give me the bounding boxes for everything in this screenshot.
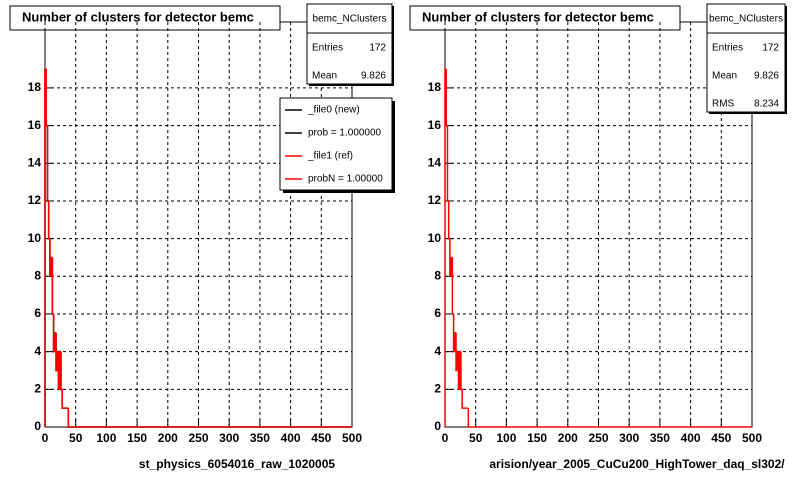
y-tick-label: 14 (428, 155, 442, 169)
stats-title: bemc_NClusters (313, 14, 387, 25)
stats-label: Mean (712, 71, 737, 82)
y-tick-label: 16 (28, 118, 42, 132)
y-tick-label: 6 (434, 306, 441, 320)
y-tick-label: 0 (434, 419, 441, 433)
y-tick-label: 14 (28, 155, 42, 169)
panel: Number of clusters for detector bemc 0 50 1… (409, 3, 787, 471)
x-tick-label: 450 (711, 431, 731, 445)
histogram-bin (58, 350, 61, 390)
y-tick-label: 8 (34, 268, 41, 282)
x-tick-label: 350 (650, 431, 670, 445)
histogram-bin (458, 350, 461, 390)
histogram-bin (467, 408, 470, 428)
histogram-bin (44, 68, 47, 427)
x-axis-footer: arision/year_2005_CuCu200_HighTower_daq_… (489, 457, 785, 471)
legend-box (279, 97, 393, 191)
stats-label: Entries (712, 43, 743, 54)
y-tick-label: 4 (434, 344, 441, 358)
y-tick-label: 0 (34, 419, 41, 433)
x-tick-label: 500 (342, 431, 362, 445)
stats-box (706, 3, 786, 113)
x-tick-label: 350 (250, 431, 270, 445)
x-tick-label: 250 (588, 431, 608, 445)
y-tick-label: 12 (28, 193, 42, 207)
histogram-bin (446, 125, 449, 202)
y-tick-label: 16 (428, 118, 442, 132)
x-tick-label: 100 (496, 431, 516, 445)
x-tick-label: 0 (442, 431, 449, 445)
y-tick-label: 4 (34, 344, 41, 358)
y-tick-label: 18 (28, 80, 42, 94)
stats-label: RMS (712, 99, 735, 110)
histogram-bin (46, 125, 49, 202)
histogram-bin (61, 389, 64, 409)
chart-title: Number of clusters for detector bemc (22, 9, 254, 24)
stats-label: Mean (312, 71, 337, 82)
x-tick-label: 400 (281, 431, 301, 445)
stats-value: 172 (369, 43, 386, 54)
x-tick-label: 450 (311, 431, 331, 445)
x-tick-label: 0 (42, 431, 49, 445)
stats-value: 172 (762, 43, 779, 54)
y-tick-label: 6 (34, 306, 41, 320)
histogram-bin (50, 256, 53, 277)
x-tick-label: 300 (619, 431, 639, 445)
x-tick-label: 250 (188, 431, 208, 445)
histogram-bin (57, 351, 60, 391)
y-tick-label: 10 (28, 231, 42, 245)
x-tick-label: 50 (69, 431, 83, 445)
histogram-bin (461, 389, 464, 409)
legend-label: _file1 (ref) (307, 151, 353, 162)
x-tick-label: 400 (681, 431, 701, 445)
x-axis-footer: st_physics_6054016_raw_1020005 (139, 457, 335, 471)
x-tick-label: 200 (558, 431, 578, 445)
stats-value: 9.826 (361, 71, 386, 82)
legend: _file0 (new) prob = 1.000000 _file1 (ref) p… (285, 105, 383, 185)
histogram-bin (444, 68, 447, 427)
y-tick-label: 2 (34, 381, 41, 395)
legend-label: probN = 1.00000 (308, 174, 383, 185)
chart-title: Number of clusters for detector bemc (422, 9, 654, 24)
x-tick-label: 500 (742, 431, 762, 445)
stats-value: 9.826 (754, 71, 779, 82)
y-tick-label: 2 (434, 381, 441, 395)
x-tick-label: 150 (527, 431, 547, 445)
title-box (9, 5, 281, 31)
stats-value: 8.234 (754, 99, 779, 110)
x-tick-label: 50 (469, 431, 483, 445)
x-tick-label: 300 (219, 431, 239, 445)
panel: Number of clusters for detector bemc 0 50 1… (9, 3, 395, 471)
y-tick-label: 12 (428, 193, 442, 207)
title-box (409, 5, 681, 31)
y-tick-label: 10 (428, 231, 442, 245)
histogram-bin (67, 408, 70, 428)
stats-label: Entries (312, 43, 343, 54)
x-tick-label: 100 (96, 431, 116, 445)
histogram-bin (457, 351, 460, 391)
legend-label: _file0 (new) (307, 105, 360, 116)
histogram-bin (456, 350, 459, 371)
x-tick-label: 200 (158, 431, 178, 445)
legend-label: prob = 1.000000 (308, 128, 382, 139)
x-tick-label: 150 (127, 431, 147, 445)
y-tick-label: 18 (428, 80, 442, 94)
stats-title: bemc_NClusters (709, 14, 783, 25)
histogram-bin (450, 256, 453, 277)
histogram-bin (56, 350, 59, 371)
stats-box (306, 3, 393, 85)
y-tick-label: 8 (434, 268, 441, 282)
